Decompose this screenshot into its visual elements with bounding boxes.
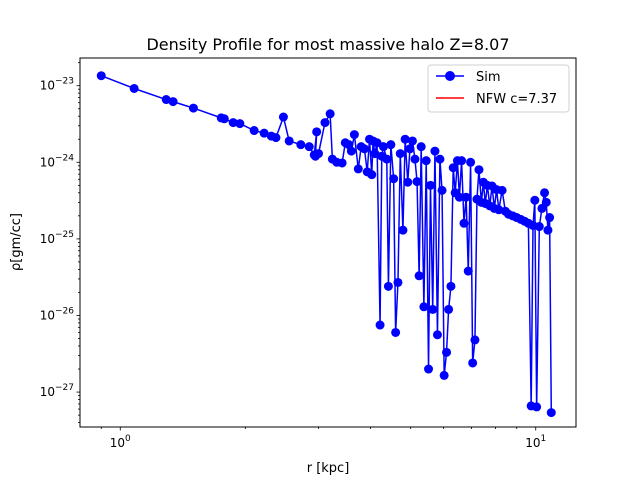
legend-nfw-label: NFW c=7.37 xyxy=(476,92,557,107)
data-point xyxy=(543,226,552,235)
data-point xyxy=(462,193,471,202)
data-point xyxy=(468,358,477,367)
data-point xyxy=(424,365,433,374)
data-point xyxy=(189,104,198,113)
data-point xyxy=(97,71,106,80)
data-point xyxy=(547,408,556,417)
data-point xyxy=(396,149,405,158)
data-point xyxy=(350,130,359,139)
data-point xyxy=(326,109,335,118)
data-point xyxy=(498,186,507,195)
data-point xyxy=(433,330,442,339)
data-point xyxy=(405,144,414,153)
data-point xyxy=(419,302,428,311)
data-point xyxy=(384,282,393,291)
data-point xyxy=(403,178,412,187)
data-point xyxy=(440,371,449,380)
data-point xyxy=(338,158,347,167)
data-point xyxy=(444,305,453,314)
data-point xyxy=(389,174,398,183)
data-point xyxy=(540,188,549,197)
data-point xyxy=(296,140,305,149)
data-point xyxy=(422,156,431,165)
x-axis-label: r [kpc] xyxy=(307,461,350,476)
data-point xyxy=(535,222,544,231)
data-point xyxy=(279,113,288,122)
data-point xyxy=(314,149,323,158)
data-point xyxy=(428,305,437,314)
data-point xyxy=(320,118,329,127)
data-point xyxy=(438,186,447,195)
y-axis-label: ρ[gm/cc] xyxy=(9,213,24,271)
data-point xyxy=(250,126,259,135)
data-point xyxy=(474,165,483,174)
data-point xyxy=(354,164,363,173)
data-point xyxy=(426,181,435,190)
data-point xyxy=(130,84,139,93)
data-point xyxy=(271,133,280,142)
data-point xyxy=(382,155,391,164)
data-point xyxy=(347,147,356,156)
data-point xyxy=(398,226,407,235)
data-point xyxy=(442,348,451,357)
data-point xyxy=(169,97,178,106)
data-point xyxy=(415,271,424,280)
data-point xyxy=(305,142,314,151)
data-point xyxy=(367,170,376,179)
data-point xyxy=(410,155,419,164)
data-point xyxy=(235,119,244,128)
data-point xyxy=(393,278,402,287)
data-point xyxy=(545,213,554,222)
data-point xyxy=(360,144,369,153)
chart-title: Density Profile for most massive halo Z=… xyxy=(146,35,509,54)
data-point xyxy=(430,147,439,156)
data-point xyxy=(386,140,395,149)
data-point xyxy=(417,142,426,151)
legend-sim-label: Sim xyxy=(476,70,501,85)
data-point xyxy=(446,282,455,291)
data-point xyxy=(376,321,385,330)
data-point xyxy=(435,155,444,164)
data-point xyxy=(285,136,294,145)
legend-sim-marker xyxy=(445,71,455,81)
legend: Sim NFW c=7.37 xyxy=(428,65,569,112)
data-point xyxy=(542,198,551,207)
data-point xyxy=(466,158,475,167)
data-point xyxy=(464,267,473,276)
data-point xyxy=(408,136,417,145)
data-point xyxy=(460,219,469,228)
data-point xyxy=(391,328,400,337)
data-point xyxy=(457,156,466,165)
data-point xyxy=(220,114,229,123)
data-point xyxy=(413,177,422,186)
data-point xyxy=(530,196,539,205)
data-point xyxy=(532,402,541,411)
data-point xyxy=(312,127,321,136)
data-point xyxy=(470,335,479,344)
